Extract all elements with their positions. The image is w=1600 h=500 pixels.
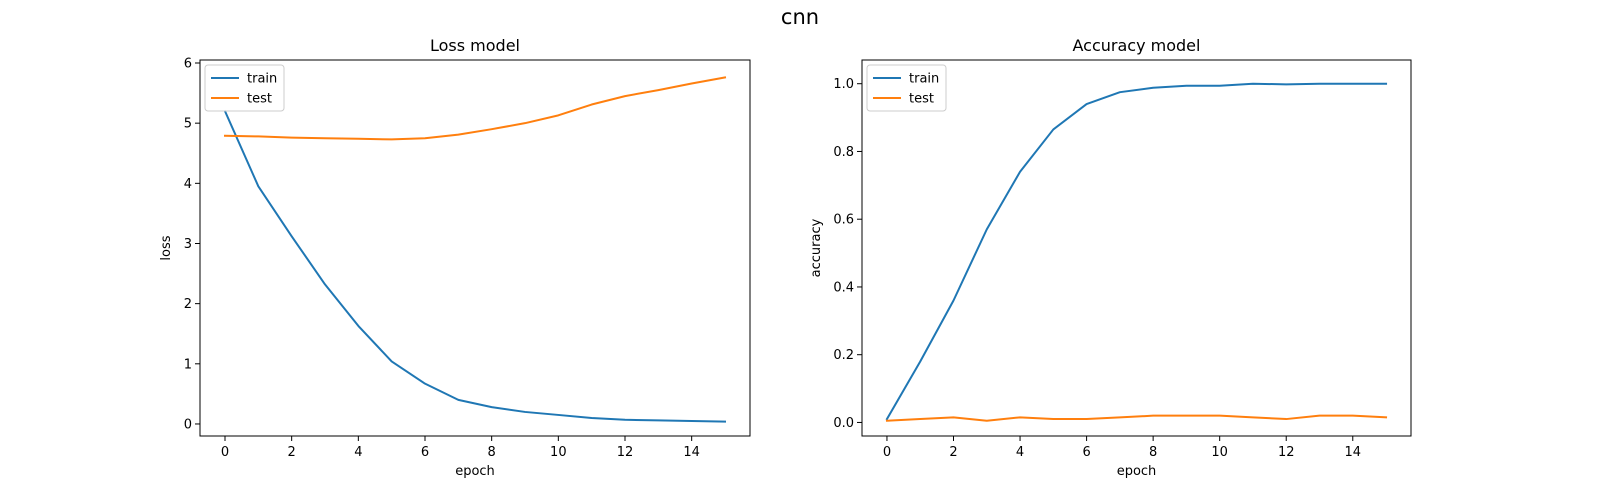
loss-y-tick-label: 2: [184, 297, 192, 312]
accuracy-chart: Accuracy model 0 2 4 6 8 10 12 14 0.0 0.2 0.4 0.6 0.8…: [809, 36, 1412, 479]
loss-legend-train-label: train: [247, 72, 277, 87]
accuracy-x-tick-label: 14: [1344, 445, 1361, 460]
loss-x-tick-label: 6: [421, 445, 429, 460]
accuracy-series-train-line: [885, 82, 1388, 421]
loss-x-tick-label: 0: [221, 445, 229, 460]
loss-chart-title: Loss model: [430, 36, 520, 55]
loss-x-tick-label: 8: [488, 445, 496, 460]
accuracy-y-tick-label: 0.4: [833, 280, 854, 295]
loss-x-tick-label: 14: [683, 445, 700, 460]
loss-axes-frame: [199, 59, 751, 437]
accuracy-x-tick-label: 10: [1211, 445, 1228, 460]
loss-y-axis-label: loss: [159, 235, 174, 260]
loss-x-tick-label: 12: [617, 445, 634, 460]
loss-series-test-line: [223, 76, 727, 141]
loss-y-tick-label: 4: [184, 177, 192, 192]
accuracy-chart-title: Accuracy model: [1073, 36, 1201, 55]
accuracy-x-tick-label: 4: [1016, 445, 1024, 460]
accuracy-axes-frame: [861, 59, 1412, 437]
accuracy-x-tick-label: 0: [883, 445, 891, 460]
loss-x-tick-label: 10: [550, 445, 567, 460]
figure-title: cnn: [780, 5, 820, 29]
loss-x-tick-label: 4: [354, 445, 362, 460]
loss-legend-box: [204, 64, 285, 112]
accuracy-y-tick-label: 0.8: [833, 145, 854, 160]
loss-legend-test-label: test: [247, 92, 272, 107]
loss-y-tick-label: 5: [184, 117, 192, 132]
loss-x-tick-label: 2: [288, 445, 296, 460]
accuracy-x-axis-label: epoch: [1117, 464, 1157, 479]
accuracy-legend-test-label: test: [909, 92, 934, 107]
loss-y-tick-label: 0: [184, 417, 192, 432]
accuracy-y-tick-label: 1.0: [833, 77, 854, 92]
loss-x-axis-label: epoch: [455, 464, 495, 479]
accuracy-y-tick-label: 0.0: [833, 416, 854, 431]
accuracy-y-axis-label: accuracy: [809, 218, 824, 277]
loss-y-tick-label: 6: [184, 57, 192, 72]
accuracy-x-tick-label: 2: [949, 445, 957, 460]
loss-y-tick-label: 3: [184, 237, 192, 252]
accuracy-x-tick-label: 6: [1082, 445, 1090, 460]
accuracy-legend-box: [866, 64, 947, 112]
accuracy-x-tick-label: 12: [1278, 445, 1295, 460]
accuracy-series-test-line: [885, 414, 1388, 422]
loss-series-train-line: [223, 109, 727, 423]
accuracy-y-tick-label: 0.6: [833, 213, 854, 228]
accuracy-legend-train-label: train: [909, 72, 939, 87]
loss-y-tick-label: 1: [184, 357, 192, 372]
accuracy-x-tick-label: 8: [1149, 445, 1157, 460]
accuracy-y-tick-label: 0.2: [833, 348, 854, 363]
